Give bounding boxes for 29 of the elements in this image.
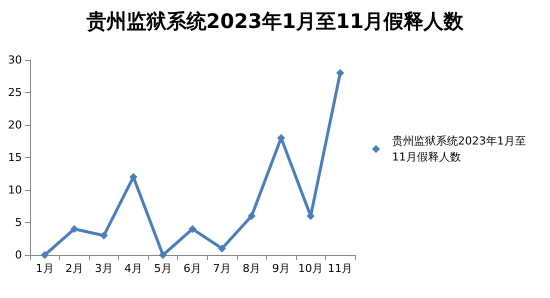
x-tick-label: 9月 (272, 262, 290, 275)
point (129, 173, 138, 181)
point (100, 232, 108, 240)
y-tick-label: 15 (8, 151, 22, 164)
y-tick-label: 20 (8, 118, 22, 132)
x-tick-label: 2月 (65, 262, 84, 275)
point (70, 225, 78, 233)
point (218, 244, 226, 252)
point (40, 251, 49, 259)
y-tick-label: 5 (15, 216, 22, 229)
x-tick-label: 4月 (124, 262, 142, 275)
x-tick-label: 7月 (213, 262, 232, 275)
y-tick-label: 10 (8, 184, 22, 196)
y-tick-label: 30 (8, 54, 22, 66)
x-tick-label: 1月 (36, 262, 54, 275)
chart-title: 贵州监狱系统2023年1月至11月假释人数 (85, 9, 465, 33)
x-tick-label: 5月 (154, 262, 172, 275)
point (188, 225, 196, 233)
y-tick-label: 0 (15, 248, 22, 262)
legend-label: 贵州监狱系统2023年1月至11月假释人数 (392, 134, 526, 164)
point (336, 69, 344, 77)
x-tick-label: 3月 (94, 262, 113, 275)
point (248, 212, 256, 220)
x-tick-label: 10月 (298, 262, 324, 275)
x-tick-label: 8月 (242, 262, 261, 275)
y-tick-label: 25 (8, 86, 22, 99)
point (158, 251, 167, 259)
x-tick-label: 6月 (184, 262, 202, 275)
x-tick-label: 11月 (328, 262, 353, 275)
